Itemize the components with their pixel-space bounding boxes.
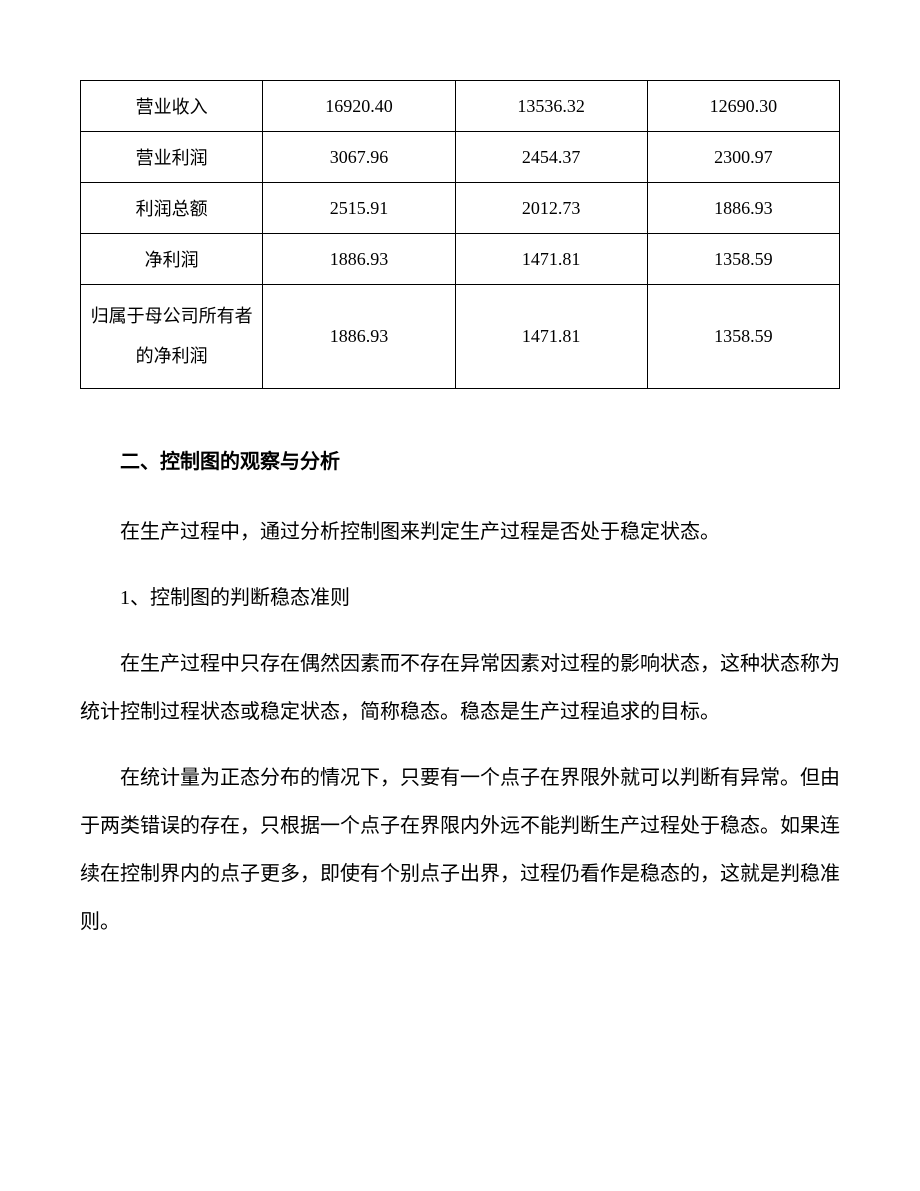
table-row: 净利润 1886.93 1471.81 1358.59 — [81, 234, 840, 285]
row-label: 营业利润 — [81, 132, 263, 183]
body-paragraph: 在生产过程中只存在偶然因素而不存在异常因素对过程的影响状态，这种状态称为统计控制… — [80, 640, 840, 736]
row-value: 1886.93 — [263, 285, 455, 389]
row-value: 2012.73 — [455, 183, 647, 234]
row-label: 营业收入 — [81, 81, 263, 132]
row-label: 净利润 — [81, 234, 263, 285]
body-paragraph: 在统计量为正态分布的情况下，只要有一个点子在界限外就可以判断有异常。但由于两类错… — [80, 754, 840, 946]
body-paragraph: 1、控制图的判断稳态准则 — [80, 574, 840, 622]
row-value: 2300.97 — [647, 132, 839, 183]
table-row: 归属于母公司所有者的净利润 1886.93 1471.81 1358.59 — [81, 285, 840, 389]
row-value: 3067.96 — [263, 132, 455, 183]
row-value: 1358.59 — [647, 285, 839, 389]
body-paragraph: 在生产过程中，通过分析控制图来判定生产过程是否处于稳定状态。 — [80, 508, 840, 556]
row-value: 2454.37 — [455, 132, 647, 183]
table-row: 营业收入 16920.40 13536.32 12690.30 — [81, 81, 840, 132]
row-value: 1471.81 — [455, 234, 647, 285]
row-value: 13536.32 — [455, 81, 647, 132]
table-row: 利润总额 2515.91 2012.73 1886.93 — [81, 183, 840, 234]
row-value: 1358.59 — [647, 234, 839, 285]
row-value: 1886.93 — [263, 234, 455, 285]
row-label: 利润总额 — [81, 183, 263, 234]
row-value: 12690.30 — [647, 81, 839, 132]
row-value: 2515.91 — [263, 183, 455, 234]
financial-table: 营业收入 16920.40 13536.32 12690.30 营业利润 306… — [80, 80, 840, 389]
row-label: 归属于母公司所有者的净利润 — [81, 285, 263, 389]
row-value: 16920.40 — [263, 81, 455, 132]
section-heading: 二、控制图的观察与分析 — [80, 444, 840, 480]
row-value: 1886.93 — [647, 183, 839, 234]
row-value: 1471.81 — [455, 285, 647, 389]
table-row: 营业利润 3067.96 2454.37 2300.97 — [81, 132, 840, 183]
